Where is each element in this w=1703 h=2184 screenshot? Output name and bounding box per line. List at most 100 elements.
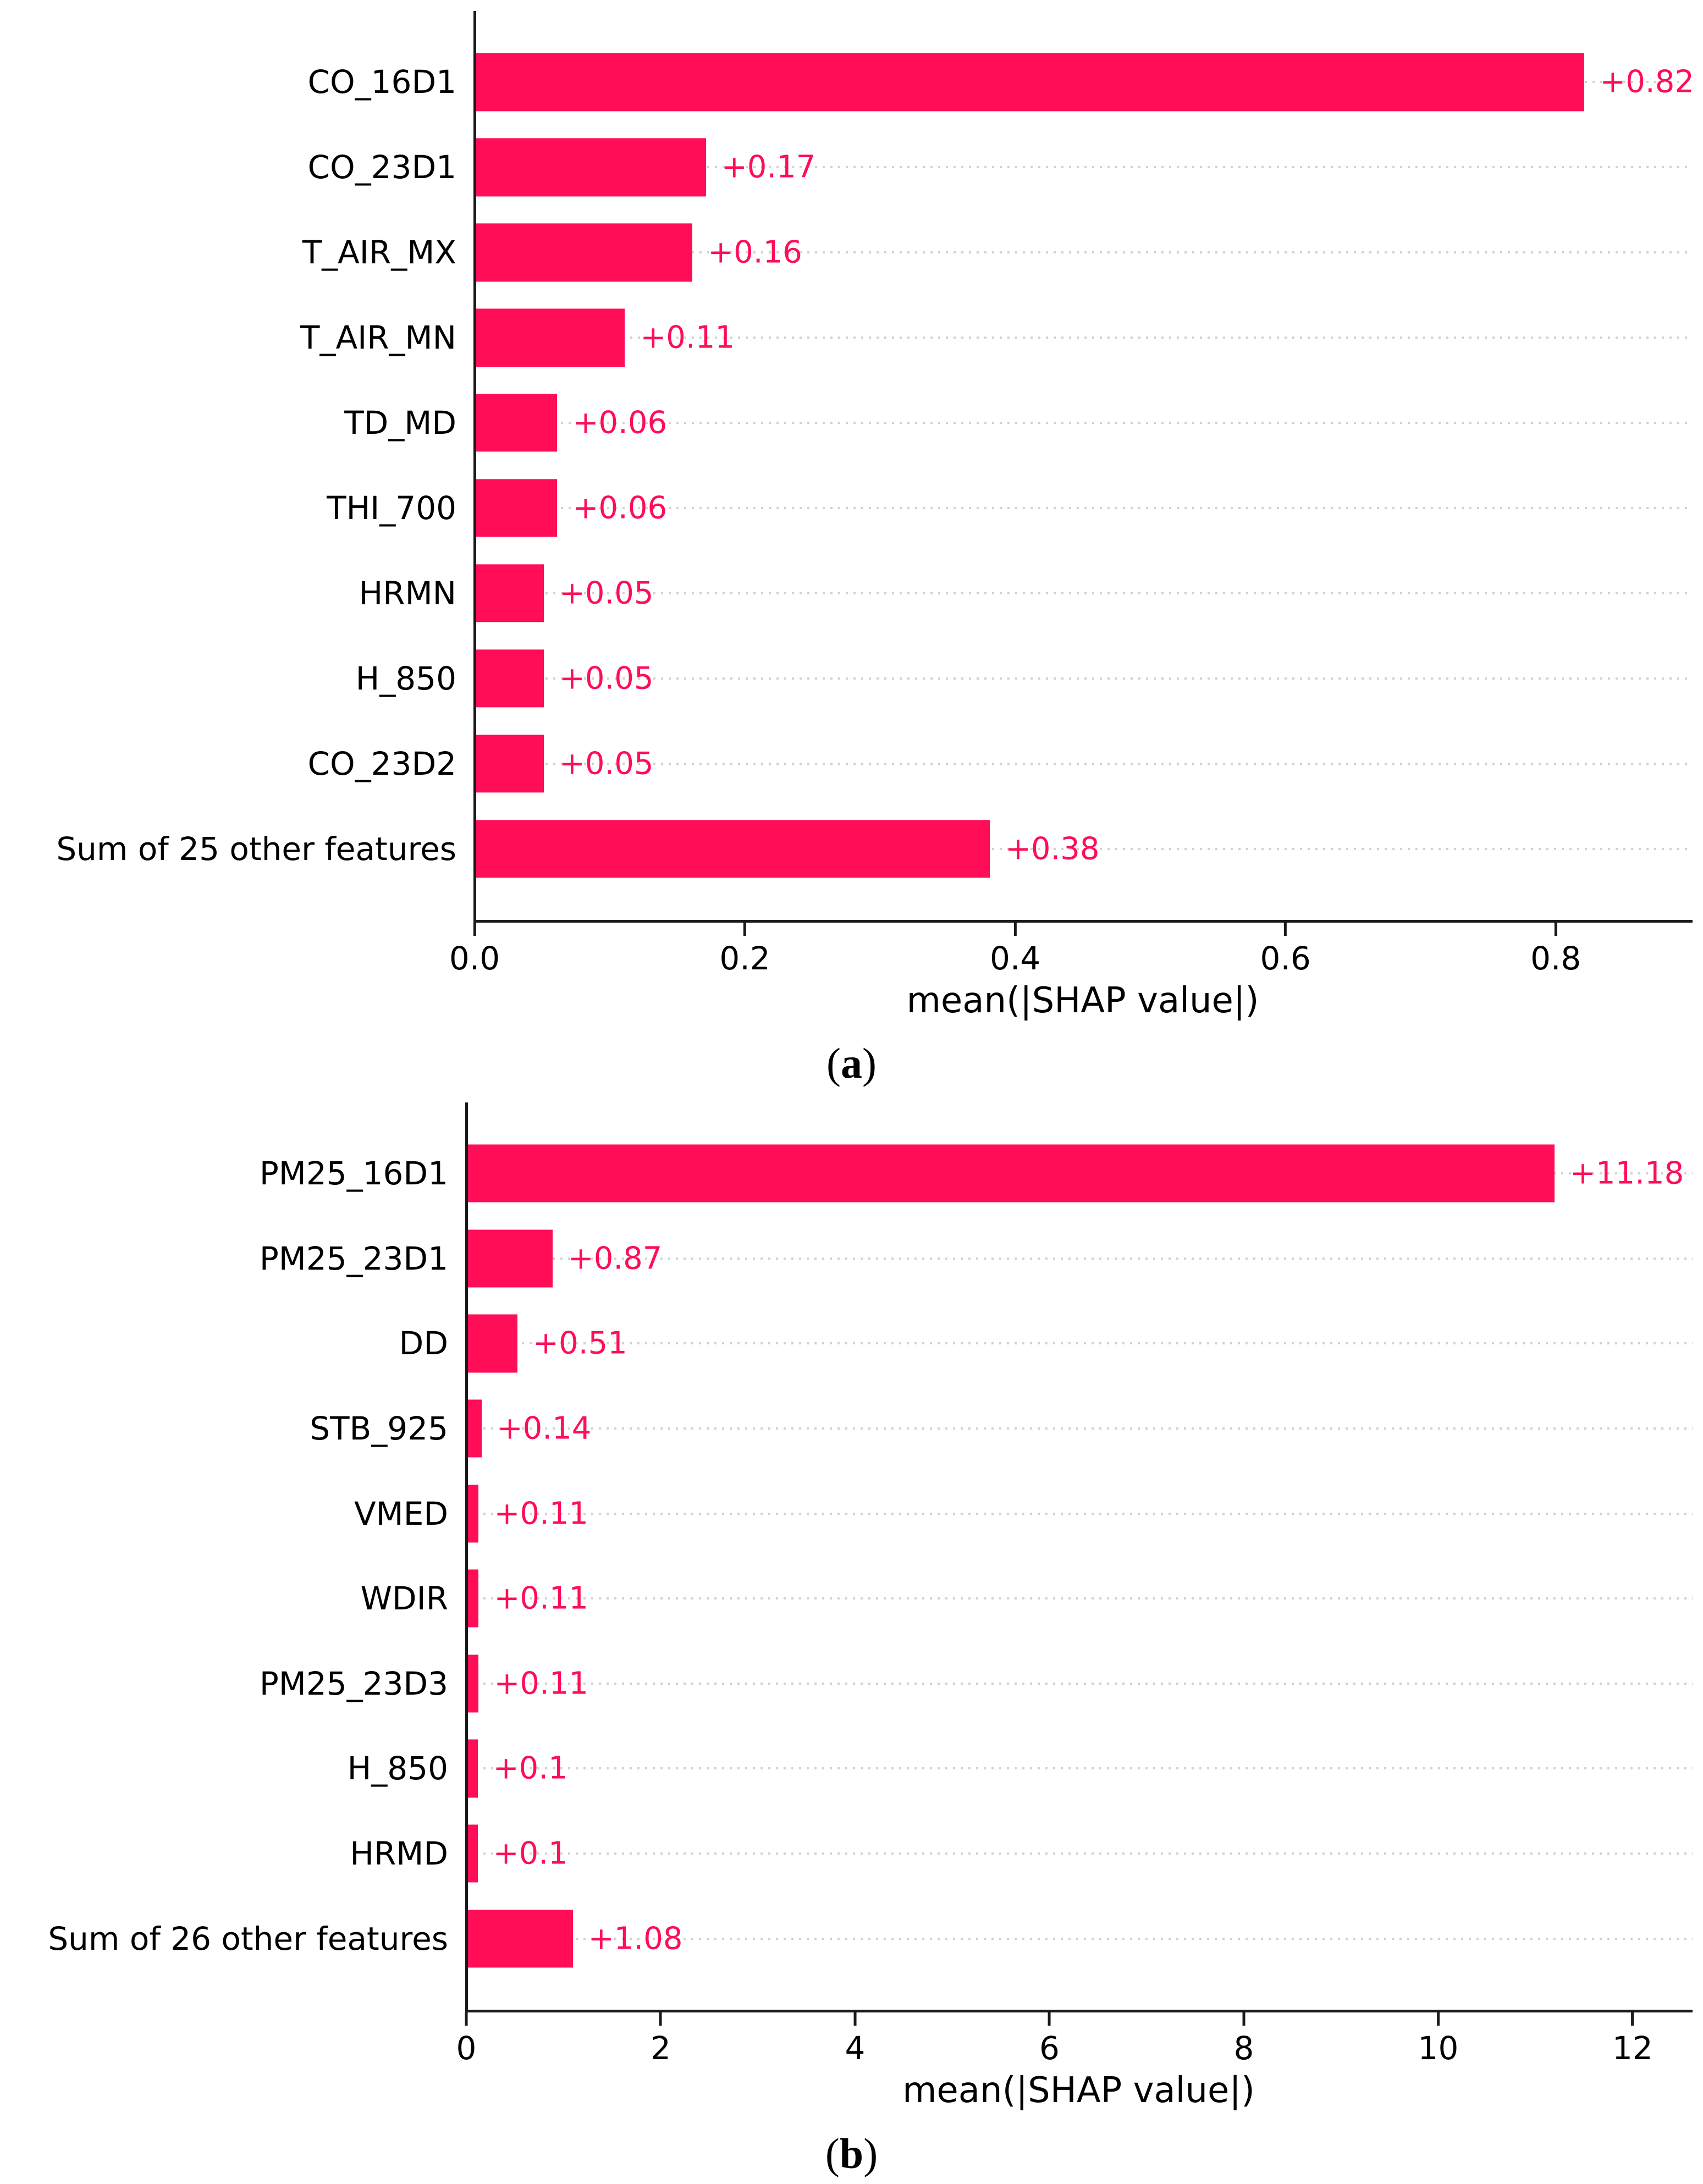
- caption-a-open-paren: (: [826, 1039, 841, 1087]
- tick-mark: [1436, 2012, 1440, 2026]
- x-axis-tick: 4: [845, 2012, 866, 2067]
- tick-mark: [1242, 2012, 1245, 2026]
- x-axis-tick: 0.0: [449, 923, 500, 974]
- shap-bar: [476, 735, 544, 793]
- shap-value-label: +0.87: [567, 1240, 663, 1277]
- shap-value-label: +0.06: [572, 405, 668, 441]
- x-axis-tick: 0.2: [719, 923, 770, 974]
- dotted-gridline: [476, 677, 1693, 680]
- caption-a-close-paren: ): [862, 1039, 877, 1087]
- dotted-gridline: [468, 1682, 1693, 1685]
- shap-value-label: +0.05: [559, 660, 654, 697]
- dotted-gridline: [468, 1597, 1693, 1600]
- feature-label: STB_925: [310, 1410, 448, 1448]
- feature-label: PM25_23D1: [259, 1239, 448, 1277]
- x-axis-tick: 0.4: [990, 923, 1040, 974]
- shap-bar: [476, 138, 706, 197]
- feature-row: HRMD +0.1: [350, 1811, 1693, 1896]
- x-axis-tick: 12: [1612, 2012, 1653, 2064]
- shap-value-label: +0.11: [494, 1496, 589, 1532]
- plot-area-a: CO_16D1 +0.82 CO_23D1 +0.17 T_AIR_MX +0.16 T_A…: [56, 11, 1694, 923]
- feature-label: WDIR: [360, 1580, 448, 1618]
- shap-bar: [476, 223, 693, 282]
- feature-row: THI_700 +0.06: [327, 466, 1693, 551]
- shap-value-label: +0.11: [494, 1580, 589, 1617]
- feature-label: DD: [399, 1325, 448, 1363]
- tick-label: 4: [845, 2029, 866, 2067]
- tick-label: 6: [1039, 2029, 1060, 2067]
- feature-row: DD +0.51: [399, 1301, 1693, 1386]
- feature-label: T_AIR_MX: [302, 234, 456, 272]
- tick-label: 12: [1612, 2029, 1653, 2067]
- feature-label: T_AIR_MN: [300, 319, 456, 357]
- tick-mark: [1013, 923, 1017, 936]
- shap-value-label: +0.14: [497, 1410, 592, 1447]
- feature-label: PM25_23D3: [259, 1664, 448, 1702]
- tick-label: 0.4: [989, 940, 1041, 977]
- dotted-gridline: [476, 762, 1693, 765]
- feature-row: Sum of 25 other features +0.38: [56, 806, 1693, 891]
- x-axis-ticks-a: 0.0 0.2 0.4 0.6 0.8: [449, 923, 1691, 1000]
- caption-b: (b): [0, 2132, 1703, 2175]
- feature-label: PM25_16D1: [259, 1155, 448, 1193]
- feature-row: PM25_23D3 +0.11: [260, 1641, 1693, 1727]
- feature-row: H_850 +0.05: [356, 636, 1693, 721]
- feature-row: HRMN +0.05: [359, 550, 1693, 636]
- feature-row: TD_MD +0.06: [344, 380, 1693, 466]
- x-axis-tick: 0.8: [1530, 923, 1581, 974]
- shap-bar: [468, 1399, 482, 1458]
- dotted-gridline: [468, 1257, 1693, 1260]
- shap-bar: [468, 1569, 479, 1628]
- shap-bar: [476, 479, 558, 537]
- tick-label: 2: [651, 2029, 671, 2067]
- shap-value-label: +11.18: [1570, 1155, 1684, 1192]
- feature-row: T_AIR_MN +0.11: [300, 295, 1693, 380]
- shap-value-label: +0.05: [559, 575, 654, 611]
- shap-bar: [476, 53, 1585, 112]
- dotted-gridline: [476, 166, 1693, 169]
- feature-label: HRMN: [359, 574, 456, 612]
- tick-mark: [853, 2012, 857, 2026]
- bar-rows-b: PM25_16D1 +11.18 PM25_23D1 +0.87 DD +0.51 STB_…: [48, 1131, 1693, 1981]
- feature-label: CO_16D1: [307, 63, 456, 101]
- shap-value-label: +0.1: [493, 1750, 568, 1786]
- feature-label: CO_23D1: [307, 148, 456, 186]
- shap-value-label: +0.38: [1005, 831, 1100, 867]
- shap-value-label: +1.08: [588, 1921, 683, 1957]
- shap-bar: [468, 1229, 553, 1288]
- caption-b-close-paren: ): [863, 2130, 878, 2177]
- dotted-gridline: [476, 337, 1693, 339]
- shap-bar: [468, 1824, 478, 1883]
- feature-row: Sum of 26 other features +1.08: [48, 1896, 1693, 1981]
- tick-mark: [659, 2012, 662, 2026]
- shap-value-label: +0.82: [1600, 64, 1694, 100]
- plot-area-b: PM25_16D1 +11.18 PM25_23D1 +0.87 DD +0.51 STB_…: [48, 1102, 1693, 2012]
- caption-b-open-paren: (: [825, 2130, 840, 2177]
- tick-mark: [743, 923, 747, 936]
- x-axis-tick: 8: [1234, 2012, 1254, 2064]
- tick-label: 0.6: [1260, 940, 1311, 977]
- feature-label: CO_23D2: [307, 744, 456, 782]
- shap-value-label: +0.11: [494, 1665, 589, 1702]
- feature-label: VMED: [354, 1494, 448, 1532]
- dotted-gridline: [468, 1342, 1693, 1345]
- x-axis-tick: 0.6: [1260, 923, 1311, 974]
- bar-rows-a: CO_16D1 +0.82 CO_23D1 +0.17 T_AIR_MX +0.16 T_A…: [56, 40, 1694, 891]
- tick-mark: [1631, 2012, 1634, 2026]
- feature-row: VMED +0.11: [354, 1471, 1693, 1556]
- tick-label: 0: [456, 2029, 477, 2067]
- feature-label: TD_MD: [344, 404, 456, 442]
- shap-bar: [468, 1910, 573, 1968]
- feature-row: CO_23D1 +0.17: [307, 125, 1693, 210]
- feature-label: HRMD: [350, 1835, 448, 1873]
- feature-label: THI_700: [327, 489, 456, 527]
- shap-bar: [468, 1314, 518, 1373]
- x-axis-tick: 10: [1418, 2012, 1459, 2067]
- shap-bar: [468, 1144, 1555, 1203]
- tick-label: 0.2: [719, 940, 770, 977]
- dotted-gridline: [468, 1512, 1693, 1515]
- tick-label: 10: [1418, 2029, 1459, 2067]
- x-axis-tick: 6: [1039, 2012, 1060, 2064]
- shap-bar: [468, 1739, 478, 1798]
- feature-row: WDIR +0.11: [361, 1556, 1693, 1641]
